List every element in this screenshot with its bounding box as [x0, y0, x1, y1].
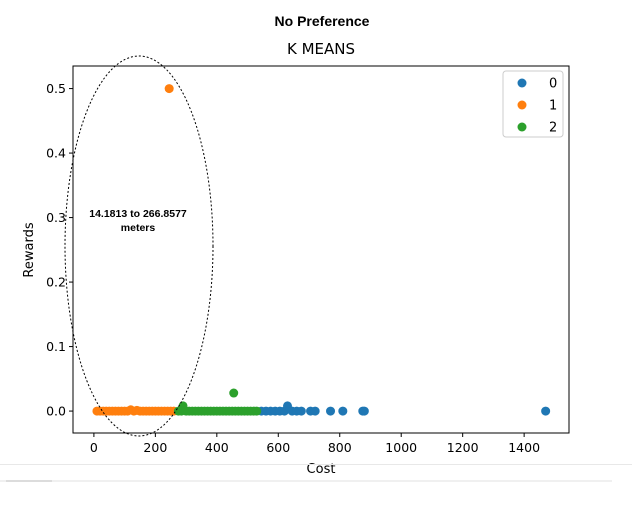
y-tick-label: 0.5	[46, 81, 66, 96]
legend-label-2: 2	[549, 121, 557, 136]
y-tick-label: 0.3	[46, 210, 66, 225]
scatter-point-series-0	[338, 406, 348, 416]
y-tick-label: 0.0	[46, 404, 66, 419]
x-tick-label: 600	[266, 440, 290, 455]
legend-marker-1	[517, 100, 527, 110]
scatter-point-series-2	[229, 388, 239, 398]
x-tick-label: 1200	[447, 440, 479, 455]
x-tick-label: 200	[143, 440, 167, 455]
legend-label-0: 0	[549, 77, 557, 92]
scatter-point-series-0	[310, 406, 320, 416]
y-tick-label: 0.1	[46, 339, 66, 354]
x-axis: 0 200 400 600 800 1000 1200 1400	[90, 433, 540, 455]
chart-title: K MEANS	[287, 40, 355, 58]
x-tick-label: 1000	[385, 440, 417, 455]
legend-marker-2	[517, 122, 527, 132]
scrollbar-thumb[interactable]	[6, 480, 52, 482]
y-tick-label: 0.4	[46, 146, 66, 161]
x-axis-label: Cost	[307, 462, 336, 477]
scrollbar-track	[0, 480, 612, 482]
x-tick-label: 0	[90, 440, 98, 455]
legend-marker-0	[517, 78, 527, 88]
scatter-point-series-2	[252, 406, 262, 416]
scatter-point-series-0	[359, 406, 369, 416]
figure-suptitle: No Preference	[275, 13, 370, 29]
y-axis: 0.0 0.1 0.2 0.3 0.4 0.5	[46, 81, 73, 419]
scatter-point-series-0	[296, 406, 306, 416]
x-tick-label: 400	[205, 440, 229, 455]
legend-label-1: 1	[549, 99, 557, 114]
legend: 0 1 2	[502, 70, 564, 138]
x-tick-label: 800	[328, 440, 352, 455]
axes-frame	[72, 65, 570, 434]
range-ellipse	[64, 55, 214, 437]
scatter-point-series-1	[164, 84, 174, 94]
legend-box	[502, 70, 564, 138]
y-axis-label: Rewards	[22, 222, 37, 277]
x-tick-label: 1400	[508, 440, 540, 455]
scatter-point-series-0	[541, 406, 551, 416]
y-tick-label: 0.2	[46, 275, 66, 290]
plot-area	[92, 84, 551, 416]
divider	[0, 464, 632, 465]
annotation-line-1: 14.1813 to 266.8577	[89, 208, 187, 220]
scatter-point-series-0	[326, 406, 336, 416]
annotation-line-2: meters	[121, 222, 156, 234]
